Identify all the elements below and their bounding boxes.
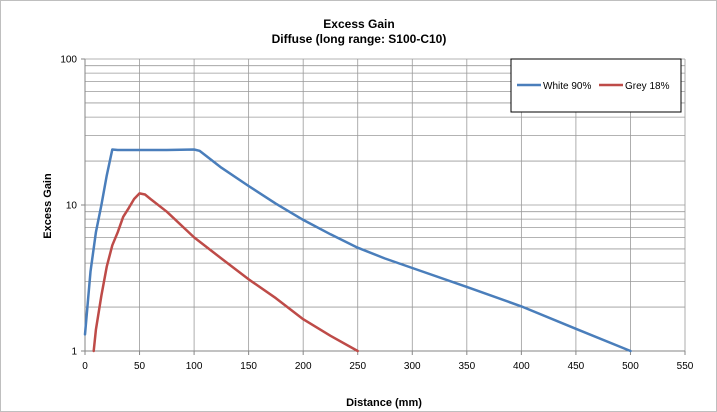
x-tick-label: 0 (82, 361, 88, 372)
x-tick-label: 300 (404, 361, 421, 372)
x-tick-label: 150 (240, 361, 257, 372)
x-tick-label: 450 (568, 361, 585, 372)
legend-label-white: White 90% (543, 81, 591, 92)
x-tick-label: 200 (295, 361, 312, 372)
series-layer (83, 148, 632, 353)
x-tick-label: 350 (458, 361, 475, 372)
x-tick-label: 100 (186, 361, 203, 372)
legend: White 90% Grey 18% (510, 58, 682, 113)
legend-label-grey: Grey 18% (625, 81, 670, 92)
x-tick-label: 250 (349, 361, 366, 372)
x-tick-label: 50 (134, 361, 146, 372)
x-axis-title: Distance (mm) (346, 397, 422, 409)
y-axis-title: Excess Gain (42, 173, 54, 239)
y-tick-label: 100 (60, 55, 77, 66)
series-line-white (83, 148, 632, 353)
x-tick-label: 550 (677, 361, 694, 372)
x-tick-label: 400 (513, 361, 530, 372)
axes: 0 50 100 150 200 250 300 350 400 450 500 550 1 10 100 (60, 55, 693, 373)
chart-subtitle: Diffuse (long range: S100-C10) (272, 32, 447, 46)
y-tick-label: 1 (71, 347, 77, 358)
series-line-grey (92, 192, 359, 353)
y-tick-label: 10 (66, 201, 78, 212)
chart-title: Excess Gain (323, 17, 394, 31)
x-tick-label: 500 (622, 361, 639, 372)
